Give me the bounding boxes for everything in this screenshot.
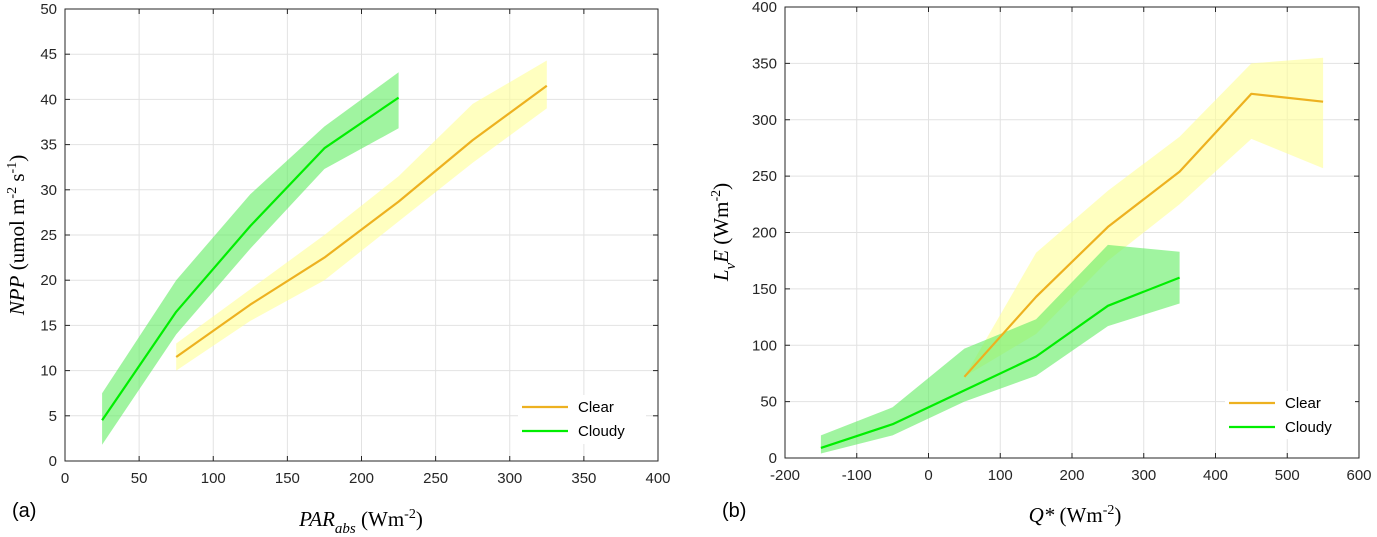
- y-tick-label: 400: [752, 0, 777, 16]
- x-tick-label: 100: [988, 467, 1013, 484]
- y-tick-label: 350: [752, 55, 777, 72]
- y-axis-label-main: E: [709, 250, 733, 264]
- x-tick-label: 300: [1131, 467, 1156, 484]
- y-axis-label-close: ): [709, 183, 733, 190]
- y-axis-label: LvE (Wm-2): [709, 183, 739, 282]
- x-tick-label: 400: [1203, 467, 1228, 484]
- x-axis-label-unit-sup: -2: [1103, 503, 1115, 518]
- y-tick-label: 250: [752, 168, 777, 185]
- band-cloudy: [820, 244, 1180, 454]
- panel-label: (b): [722, 500, 746, 522]
- y-tick-label: 10: [40, 363, 57, 380]
- y-tick-label: 300: [752, 112, 777, 129]
- x-axis-label-sub: abs: [335, 521, 356, 537]
- y-tick-label: 0: [769, 450, 777, 467]
- y-tick-label: 20: [40, 272, 57, 289]
- y-tick-label: 100: [752, 337, 777, 354]
- x-tick-label: 400: [645, 470, 670, 487]
- x-tick-label: 50: [131, 470, 148, 487]
- y-axis-label-unit: (Wm: [709, 202, 733, 250]
- y-axis-label-unit: s: [5, 173, 29, 186]
- y-axis-label-unit: (umol m: [5, 199, 29, 276]
- chart-panel-b: -200 -100 0 100 200 300 400 500 600 0 50 100 150 200 2…: [709, 0, 1372, 527]
- x-tick-label: -200: [770, 467, 800, 484]
- y-axis-label-sup: -1: [5, 162, 20, 174]
- y-tick-label: 25: [40, 227, 57, 244]
- x-tick-label: 100: [201, 470, 226, 487]
- x-axis-label-main: Q*: [1029, 503, 1055, 527]
- x-tick-label: 0: [924, 467, 932, 484]
- line-clear: [175, 84, 548, 358]
- x-axis-label-unit: (Wm: [356, 507, 404, 531]
- x-tick-label: 150: [275, 470, 300, 487]
- legend-label-clear: Clear: [578, 399, 614, 416]
- x-axis-label-main: PAR: [298, 507, 335, 531]
- y-axis-label-sub: v: [723, 262, 739, 269]
- y-axis-label-close: ): [5, 155, 29, 162]
- y-axis-label-sup: -2: [709, 190, 724, 202]
- y-tick-label: 30: [40, 182, 57, 199]
- y-tick-label: 50: [760, 394, 777, 411]
- y-axis-label: NPP (umol m-2 s-1): [5, 155, 29, 316]
- x-tick-label: 300: [497, 470, 522, 487]
- y-tick-label: 50: [40, 1, 57, 18]
- legend-label-clear: Clear: [1285, 395, 1321, 412]
- x-tick-label: 0: [61, 470, 69, 487]
- y-axis-label-main: L: [709, 269, 733, 282]
- legend: Clear Cloudy: [1225, 391, 1355, 439]
- legend-label-cloudy: Cloudy: [578, 423, 625, 440]
- y-axis-label-main: NPP: [5, 275, 29, 316]
- x-tick-label: 250: [423, 470, 448, 487]
- x-axis-label: Q* (Wm-2): [1029, 503, 1122, 527]
- y-tick-label: 0: [49, 453, 57, 470]
- line-cloudy: [820, 276, 1181, 449]
- line-cloudy: [101, 96, 400, 421]
- x-tick-label: -100: [842, 467, 872, 484]
- x-tick-label: 600: [1346, 467, 1371, 484]
- line-clear: [963, 92, 1324, 378]
- x-tick-label: 500: [1275, 467, 1300, 484]
- x-axis-label-unit: (Wm: [1054, 503, 1102, 527]
- y-tick-label: 40: [40, 91, 57, 108]
- legend-box: [518, 395, 646, 444]
- x-tick-label: 200: [1059, 467, 1084, 484]
- x-axis-label-close: ): [1114, 503, 1121, 527]
- legend: Clear Cloudy: [518, 395, 646, 444]
- y-tick-label: 45: [40, 46, 57, 63]
- panel-label: (a): [12, 500, 36, 522]
- y-tick-label: 15: [40, 317, 57, 334]
- y-tick-label: 5: [49, 408, 57, 425]
- band-clear: [964, 57, 1324, 377]
- band-cloudy: [102, 72, 399, 445]
- x-tick-label: 200: [349, 470, 374, 487]
- legend-label-cloudy: Cloudy: [1285, 419, 1332, 436]
- y-tick-label: 200: [752, 225, 777, 242]
- x-axis-label: PARabs (Wm-2): [298, 507, 423, 537]
- y-axis-label-sup: -2: [5, 187, 20, 199]
- x-tick-label: 350: [571, 470, 596, 487]
- legend-box: [1225, 391, 1355, 439]
- x-axis-label-close: ): [416, 507, 423, 531]
- y-tick-label: 35: [40, 137, 57, 154]
- chart-panel-a: 0 50 100 150 200 250 300 350 400 0 5 10 15 20 25 30 35 40…: [5, 1, 671, 537]
- y-tick-label: 150: [752, 281, 777, 298]
- x-axis-label-unit-sup: -2: [404, 507, 416, 522]
